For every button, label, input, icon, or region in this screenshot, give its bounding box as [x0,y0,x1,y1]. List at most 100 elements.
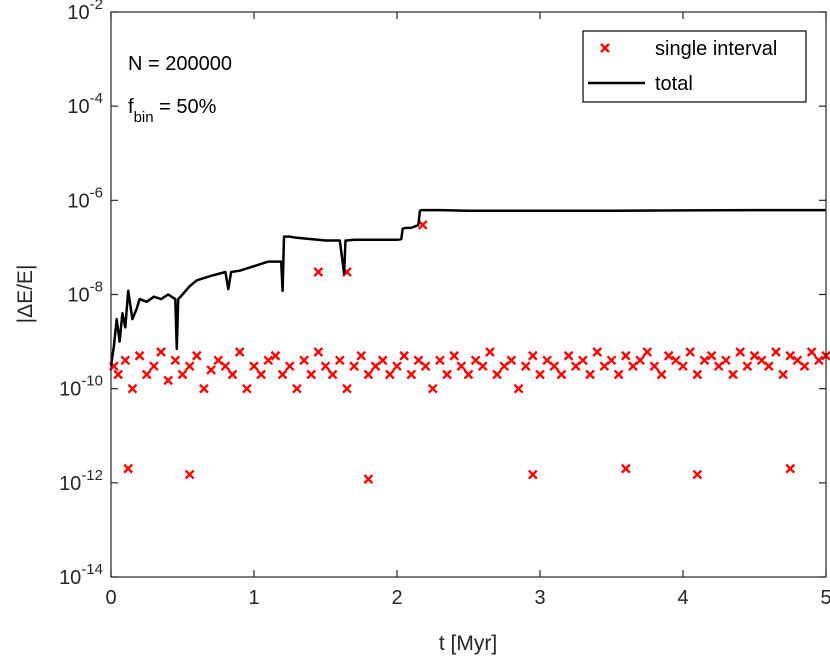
scatter-point [578,355,588,366]
scatter-point [799,361,810,372]
scatter-point [563,350,574,361]
scatter-point [492,369,502,380]
scatter-point [349,361,359,372]
scatter-point [685,347,695,357]
legend-label-single-interval: single interval [655,38,777,60]
y-tick-label: 10-8 [67,279,103,307]
scatter-point [249,361,259,372]
scatter-point [199,383,209,394]
scatter-point [184,469,195,480]
scatter-point [735,347,746,357]
scatter-point [263,355,274,366]
x-tick-label: 3 [534,587,545,609]
scatter-point [620,463,631,474]
scatter-point [270,350,281,361]
scatter-point [721,355,731,366]
scatter-point [620,350,631,361]
scatter-point [184,361,195,372]
y-tick-label: 10-4 [67,90,103,118]
scatter-point [749,350,760,361]
scatter-point [149,361,159,372]
scatter-point [377,355,388,366]
y-tick-label: 10-12 [59,467,103,495]
scatter-point [327,369,338,380]
scatter-point [313,347,324,357]
scatter-point [528,469,538,480]
scatter-point [506,355,517,366]
scatter-point [220,361,231,372]
x-tick-label: 0 [105,587,116,609]
scatter-point [299,355,309,366]
scatter-point [678,361,688,372]
scatter-point [120,355,131,366]
scatter-point [692,369,703,380]
y-tick-label: 10-6 [67,184,103,212]
scatter-series-single-interval [109,220,830,484]
x-tick-label: 5 [820,587,830,609]
scatter-point [170,355,181,366]
scatter-point [771,347,781,357]
annotation-n: N = 200000 [128,53,232,75]
scatter-point [663,350,674,361]
scatter-point [449,350,460,361]
annotation-fbin: fbin = 50% [128,96,217,126]
scatter-point [127,383,138,394]
scatter-point [113,369,123,380]
scatter-point [277,369,288,380]
scatter-point [649,361,660,372]
scatter-point [814,355,824,366]
scatter-point [356,350,367,361]
scatter-point [420,361,431,372]
scatter-point [191,350,202,361]
scatter-point [613,369,624,380]
scatter-point [785,463,796,474]
scatter-point [485,347,495,357]
scatter-point [427,383,438,394]
scatter-point [227,369,238,380]
x-axis-label: t [Myr] [439,632,497,655]
scatter-point [134,350,145,361]
scatter-point [763,361,774,372]
y-tick-label: 10-10 [59,373,103,401]
scatter-point [399,350,409,361]
scatter-point [177,369,188,380]
annotation-fbin-f: f [128,96,134,118]
legend-marker-x-icon [600,43,610,53]
scatter-point [463,369,474,380]
scatter-point [406,369,417,380]
x-tick-label: 1 [248,587,259,609]
scatter-point [642,347,653,357]
scatter-point [284,361,295,372]
scatter-point [342,383,352,394]
scatter-point [728,369,738,380]
legend: single interval total [582,30,807,103]
scatter-point [656,369,667,380]
annotation-fbin-sub: bin [134,109,154,126]
x-tick-label: 2 [391,587,402,609]
line-series-total [109,208,826,367]
scatter-point [535,369,545,380]
axis-ticks: 0 1 2 3 4 5 10-14 10-12 10-10 10-8 10-6 10-4 10-2 [59,0,830,609]
scatter-point [313,267,324,277]
scatter-point [528,350,538,361]
scatter-point [606,355,617,366]
legend-box [582,30,807,103]
scatter-point [234,347,245,357]
y-tick-label: 10-2 [67,0,103,24]
scatter-point [392,361,402,372]
scatter-point [556,369,567,380]
scatter-point [785,350,796,361]
scatter-point [477,361,488,372]
scatter-point [692,469,703,480]
scatter-point [256,369,266,380]
y-axis-label: |ΔE/E| [14,265,37,324]
scatter-point [442,369,452,380]
scatter-point [306,369,317,380]
scatter-point [699,355,710,366]
scatter-point [163,375,174,386]
scatter-point [385,369,395,380]
scatter-point [456,361,467,372]
scatter-point [206,365,216,375]
